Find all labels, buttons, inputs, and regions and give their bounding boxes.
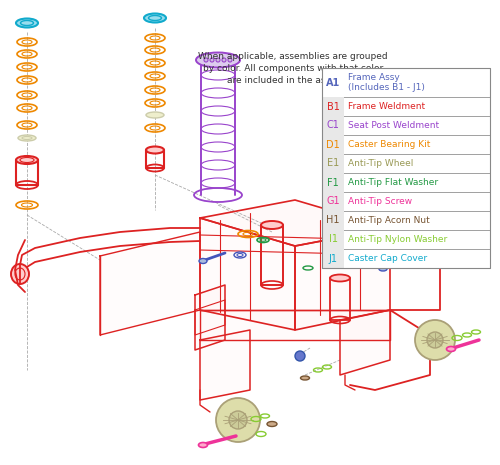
Bar	[322, 154, 490, 173]
Text: J1: J1	[328, 253, 338, 264]
Ellipse shape	[144, 13, 166, 22]
Circle shape	[228, 58, 232, 62]
Bar	[322, 192, 490, 211]
Bar	[322, 116, 344, 135]
Circle shape	[295, 351, 305, 361]
Text: Caster Bearing Kit: Caster Bearing Kit	[348, 140, 430, 149]
Circle shape	[210, 58, 214, 62]
Bar	[322, 154, 344, 173]
Ellipse shape	[18, 135, 36, 141]
Text: Anti-Tip Flat Washer: Anti-Tip Flat Washer	[348, 178, 438, 187]
Polygon shape	[295, 228, 390, 330]
Text: C1: C1	[326, 120, 340, 131]
Bar	[322, 116, 490, 135]
Text: H1: H1	[326, 215, 340, 226]
Text: Caster Cap Cover: Caster Cap Cover	[348, 254, 427, 263]
Bar	[322, 97, 344, 116]
Ellipse shape	[16, 156, 38, 164]
Ellipse shape	[11, 264, 29, 284]
Circle shape	[204, 58, 208, 62]
Circle shape	[222, 58, 226, 62]
Bar	[322, 135, 344, 154]
Polygon shape	[200, 330, 250, 400]
Text: Anti-Tip Screw: Anti-Tip Screw	[348, 197, 412, 206]
Text: Seat Post Weldment: Seat Post Weldment	[348, 121, 439, 130]
Ellipse shape	[146, 146, 164, 153]
Ellipse shape	[196, 53, 240, 67]
Bar	[322, 192, 344, 211]
Circle shape	[415, 320, 455, 360]
Text: E1: E1	[327, 159, 339, 168]
Ellipse shape	[199, 259, 207, 264]
Bar	[322, 249, 344, 268]
Bar	[322, 68, 490, 97]
Text: Anti-Tip Wheel: Anti-Tip Wheel	[348, 159, 414, 168]
Ellipse shape	[267, 421, 277, 426]
Bar	[322, 173, 490, 192]
Circle shape	[229, 411, 247, 429]
Ellipse shape	[446, 346, 456, 352]
Ellipse shape	[261, 221, 283, 229]
Text: B1: B1	[326, 101, 340, 112]
Ellipse shape	[330, 274, 350, 281]
Bar	[322, 173, 344, 192]
Text: Anti-Tip Nylon Washer: Anti-Tip Nylon Washer	[348, 235, 448, 244]
Circle shape	[216, 58, 220, 62]
Text: F1: F1	[327, 178, 339, 187]
Polygon shape	[200, 310, 390, 340]
Bar	[322, 211, 490, 230]
Polygon shape	[200, 218, 295, 330]
Ellipse shape	[323, 214, 337, 221]
Text: A1: A1	[326, 78, 340, 87]
Polygon shape	[200, 200, 390, 246]
Polygon shape	[195, 285, 225, 350]
Bar	[322, 68, 490, 268]
Text: I1: I1	[328, 234, 338, 245]
Polygon shape	[340, 310, 390, 375]
Circle shape	[427, 332, 443, 348]
Text: Frame Weldment: Frame Weldment	[348, 102, 425, 111]
Ellipse shape	[379, 267, 387, 271]
Bar	[322, 230, 490, 249]
Text: When applicable, assemblies are grouped
by color. All components with that color: When applicable, assemblies are grouped …	[198, 52, 388, 85]
Polygon shape	[100, 232, 200, 335]
Bar	[322, 68, 344, 97]
Text: D1: D1	[326, 140, 340, 150]
Text: Frame Assy
(Includes B1 - J1): Frame Assy (Includes B1 - J1)	[348, 73, 425, 92]
Ellipse shape	[146, 112, 164, 118]
Ellipse shape	[198, 443, 207, 447]
Bar	[322, 249, 490, 268]
Text: Anti-Tip Acorn Nut: Anti-Tip Acorn Nut	[348, 216, 430, 225]
Ellipse shape	[16, 19, 38, 27]
Bar	[322, 97, 490, 116]
Circle shape	[216, 398, 260, 442]
Bar	[322, 135, 490, 154]
Bar	[322, 211, 344, 230]
Bar	[322, 230, 344, 249]
Text: G1: G1	[326, 197, 340, 206]
Ellipse shape	[300, 376, 310, 380]
